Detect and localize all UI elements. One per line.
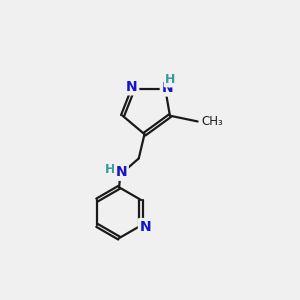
Text: N: N bbox=[140, 220, 151, 234]
Text: CH₃: CH₃ bbox=[201, 115, 223, 128]
Text: N: N bbox=[126, 80, 138, 94]
Text: N: N bbox=[116, 165, 127, 179]
Text: H: H bbox=[105, 163, 116, 176]
Text: N: N bbox=[161, 81, 173, 95]
Text: H: H bbox=[165, 73, 176, 86]
